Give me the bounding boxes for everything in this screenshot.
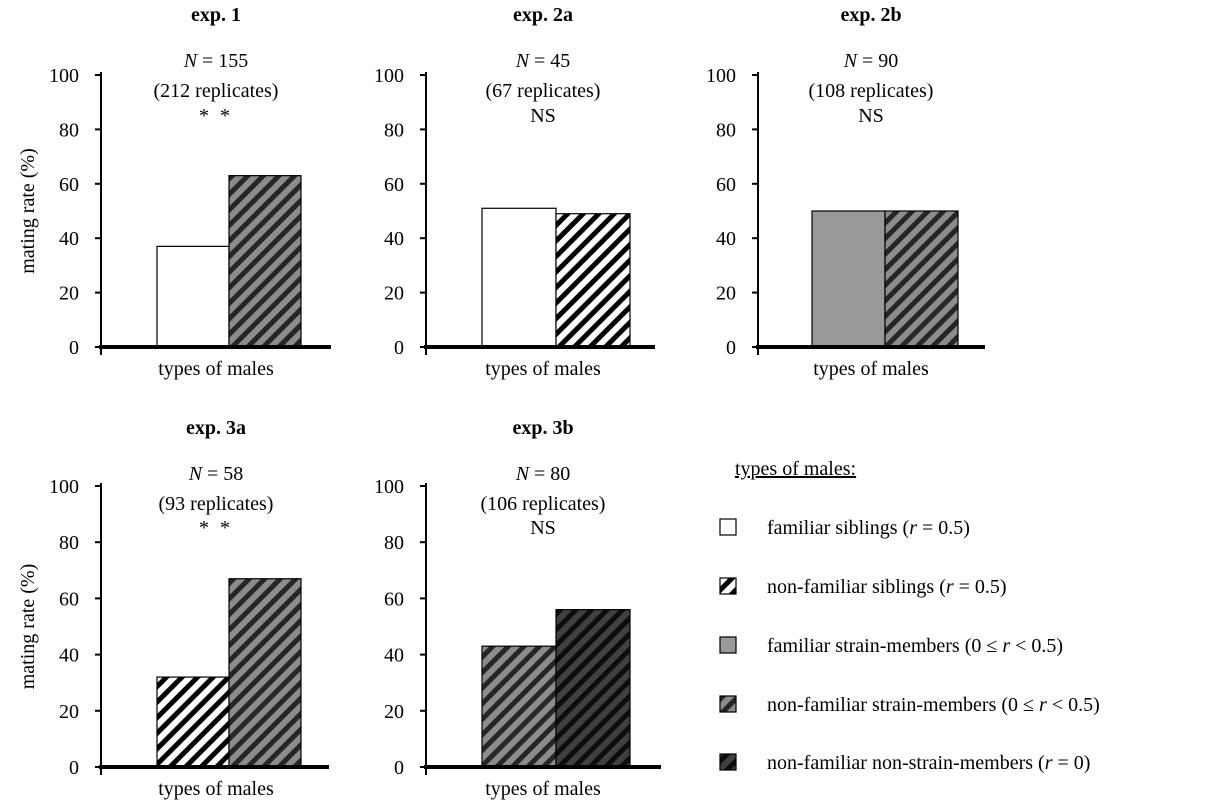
replicates-label: (106 replicates) [481, 493, 606, 515]
legend-label-non-familiar-siblings: non-familiar siblings (r = 0.5) [767, 576, 1007, 598]
chart-panel-2: exp. 2a N = 45 (67 replicates) NS 0 20 40 60 80 1… [374, 4, 655, 380]
significance-label: * * [199, 105, 233, 127]
replicates-label: (212 replicates) [154, 80, 279, 102]
chart-title: exp. 3b [512, 417, 573, 439]
replicates-label: (93 replicates) [159, 493, 274, 515]
sample-size-label: N = 155 [183, 50, 249, 72]
chart-title: exp. 2b [840, 4, 901, 26]
legend-swatch-non-familiar-siblings [719, 577, 737, 595]
x-axis-label: types of males [485, 358, 601, 380]
y-tick-label: 100 [374, 65, 404, 87]
chart-panel-4: exp. 3a N = 58 (93 replicates)* * 0 20 40 60 80… [17, 417, 329, 800]
legend-title: types of males: [735, 458, 856, 480]
bar-non-familiar-non-strain-members [555, 609, 631, 768]
sample-size-label: N = 45 [515, 50, 571, 72]
bar-non-familiar-strain-members [228, 578, 302, 768]
legend: types of males: familiar siblings (r = 0.… [719, 458, 1100, 774]
y-tick-label: 0 [69, 757, 79, 779]
legend-label-non-familiar-strain-members: non-familiar strain-members (0 ≤ r < 0.5… [767, 694, 1100, 716]
y-tick-label: 60 [384, 174, 404, 196]
y-tick-label: 20 [384, 283, 404, 305]
y-tick-label: 0 [394, 337, 404, 359]
y-tick-label: 0 [69, 337, 79, 359]
bar-familiar-strain-members [811, 210, 886, 348]
x-axis-label: types of males [158, 358, 274, 380]
y-tick-label: 80 [384, 532, 404, 554]
y-tick-label: 20 [59, 701, 79, 723]
legend-label-familiar-siblings: familiar siblings (r = 0.5) [767, 517, 970, 539]
replicates-label: (108 replicates) [809, 80, 934, 102]
y-tick-label: 60 [59, 588, 79, 610]
y-tick-label: 40 [384, 645, 404, 667]
significance-label: NS [530, 517, 556, 539]
y-tick-label: 60 [59, 174, 79, 196]
chart-title: exp. 3a [186, 417, 246, 439]
y-tick-label: 20 [384, 701, 404, 723]
significance-label: NS [530, 105, 556, 127]
chart-panel-3: exp. 2b N = 90 (108 replicates) NS 0 20 40 60 80… [706, 4, 985, 380]
y-tick-label: 40 [59, 228, 79, 250]
y-tick-label: 20 [716, 283, 736, 305]
bar-familiar-siblings [156, 245, 230, 348]
bar-familiar-siblings [481, 207, 557, 348]
y-tick-label: 100 [374, 476, 404, 498]
sample-size-label: N = 90 [843, 50, 899, 72]
y-tick-label: 0 [726, 337, 736, 359]
x-axis-label: types of males [158, 778, 274, 800]
y-tick-label: 40 [716, 228, 736, 250]
y-tick-label: 40 [59, 645, 79, 667]
legend-label-familiar-strain-members: familiar strain-members (0 ≤ r < 0.5) [767, 635, 1063, 657]
y-tick-label: 100 [706, 65, 736, 87]
y-tick-label: 100 [49, 65, 79, 87]
chart-title: exp. 1 [191, 4, 241, 26]
sample-size-label: N = 58 [188, 463, 244, 485]
y-tick-label: 40 [384, 228, 404, 250]
chart-panel-5: exp. 3b N = 80 (106 replicates)NS 0 20 40 60 80… [374, 417, 661, 800]
y-tick-label: 100 [49, 476, 79, 498]
legend-swatch-familiar-siblings [719, 518, 737, 536]
legend-swatch-non-familiar-strain-members [719, 695, 737, 713]
y-tick-label: 60 [384, 588, 404, 610]
significance-label: NS [858, 105, 884, 127]
replicates-label: (67 replicates) [486, 80, 601, 102]
significance-label: * * [199, 517, 233, 539]
y-tick-label: 60 [716, 174, 736, 196]
y-tick-label: 80 [384, 119, 404, 141]
sample-size-label: N = 80 [515, 463, 571, 485]
chart-title: exp. 2a [513, 4, 573, 26]
bar-non-familiar-siblings [156, 676, 230, 768]
y-tick-label: 80 [59, 532, 79, 554]
bar-non-familiar-strain-members [228, 175, 302, 348]
x-axis-label: types of males [813, 358, 929, 380]
legend-swatch-familiar-strain-members [719, 636, 737, 654]
chart-panel-1: exp. 1 N = 155 (212 replicates) * * 0 20 40 60 8… [17, 4, 331, 380]
y-tick-label: 80 [716, 119, 736, 141]
bar-non-familiar-siblings [555, 213, 631, 348]
legend-label-non-familiar-non-strain-members: non-familiar non-strain-members (r = 0) [767, 752, 1090, 774]
y-axis-label: mating rate (%) [17, 564, 39, 690]
bar-non-familiar-strain-members [481, 645, 557, 768]
bar-non-familiar-strain-members [884, 210, 959, 348]
y-tick-label: 0 [394, 757, 404, 779]
x-axis-label: types of males [485, 778, 601, 800]
y-tick-label: 80 [59, 119, 79, 141]
legend-swatch-non-familiar-non-strain-members [719, 753, 737, 771]
y-tick-label: 20 [59, 283, 79, 305]
y-axis-label: mating rate (%) [17, 148, 39, 274]
